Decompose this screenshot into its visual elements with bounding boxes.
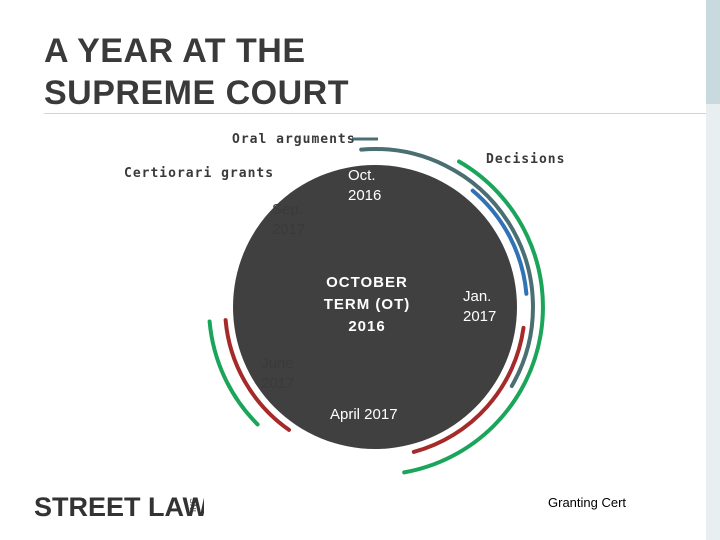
decisions-label: Decisions bbox=[486, 152, 566, 167]
month-label-sep-line-1: Sep. bbox=[272, 201, 303, 218]
month-label-oct-line-2: 2016 bbox=[348, 187, 382, 204]
month-label-jan-line-1: Jan. bbox=[463, 288, 492, 305]
decisions-arc bbox=[207, 319, 260, 427]
term-circle bbox=[233, 165, 517, 449]
street-law-logo-mark: STREET LAW INC bbox=[34, 492, 204, 522]
logo-wordmark: STREET LAW bbox=[34, 492, 204, 522]
month-label-jan: Jan. 2017 bbox=[463, 287, 496, 327]
month-label-sep: Sep. 2017 bbox=[272, 200, 305, 240]
month-label-june-line-2: 2017 bbox=[261, 375, 295, 392]
oral-arguments-arc-highlight bbox=[470, 188, 529, 296]
center-label-line-3: 2016 bbox=[348, 318, 386, 335]
month-label-jan-line-2: 2017 bbox=[463, 308, 497, 325]
street-law-logo: STREET LAW INC bbox=[34, 488, 204, 524]
oral-arguments-arc bbox=[359, 147, 535, 388]
certiorari-grants-label: Certiorari grants bbox=[124, 166, 275, 181]
oral-arguments-label: Oral arguments bbox=[232, 132, 356, 147]
slide-title-line-2: SUPREME COURT bbox=[44, 74, 349, 112]
month-label-june-line-1: June bbox=[261, 355, 294, 372]
center-label-line-2: TERM (OT) bbox=[323, 296, 411, 313]
month-label-oct-line-1: Oct. bbox=[348, 167, 376, 184]
month-label-oct: Oct. 2016 bbox=[348, 166, 381, 206]
right-rail bbox=[706, 0, 720, 540]
slide-title: A YEAR AT THE SUPREME COURT bbox=[44, 30, 464, 114]
center-label: OCTOBER TERM (OT) 2016 bbox=[296, 272, 438, 338]
footer-caption: Granting Cert bbox=[548, 495, 627, 510]
month-label-april: April 2017 bbox=[330, 406, 398, 423]
decisions-arc-outer bbox=[402, 159, 545, 475]
title-divider bbox=[44, 113, 706, 114]
certiorari-grants-arc bbox=[223, 318, 291, 432]
center-label-line-1: OCTOBER bbox=[326, 274, 408, 291]
month-label-june: June 2017 bbox=[261, 354, 294, 394]
right-rail-accent bbox=[706, 0, 720, 104]
certiorari-grants-arc-inner bbox=[411, 325, 526, 454]
logo-suffix: INC bbox=[189, 498, 198, 512]
slide-title-line-1: A YEAR AT THE bbox=[44, 32, 306, 70]
month-label-sep-line-2: 2017 bbox=[272, 221, 306, 238]
